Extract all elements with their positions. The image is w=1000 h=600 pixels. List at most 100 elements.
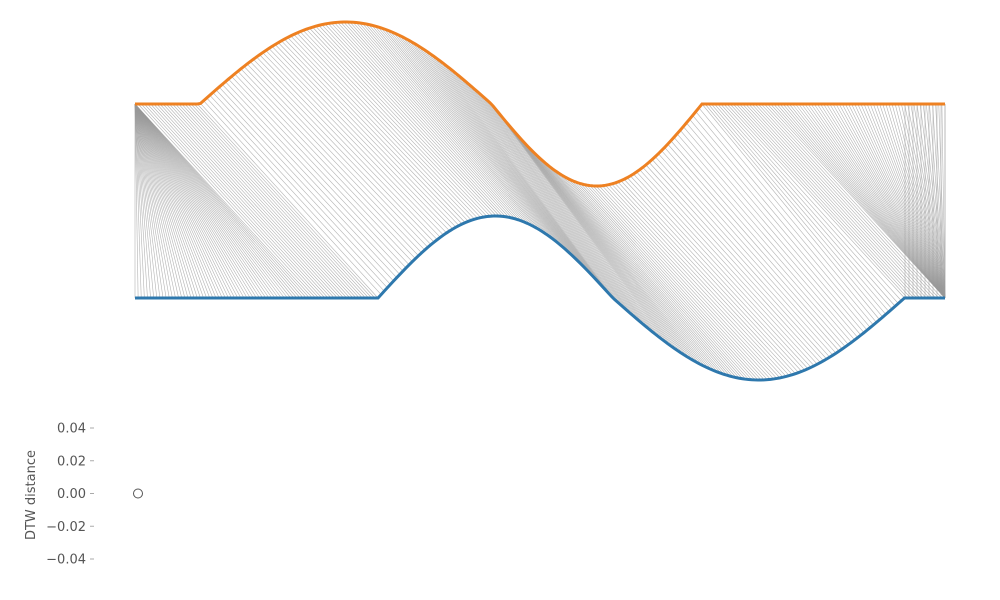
alignment-line	[489, 102, 668, 344]
alignment-line	[144, 103, 323, 299]
alignment-line	[427, 51, 606, 290]
alignment-line	[767, 103, 946, 299]
alignment-line	[206, 97, 385, 292]
alignment-line	[483, 97, 662, 340]
alignment-line	[265, 50, 444, 236]
alignment-line	[546, 163, 725, 375]
alignment-line	[134, 103, 223, 299]
alignment-line	[134, 103, 183, 299]
alignment-line	[165, 103, 344, 299]
alignment-line	[134, 103, 285, 299]
alignment-line	[542, 160, 721, 374]
alignment-line	[611, 183, 790, 376]
alignment-line	[240, 68, 419, 256]
alignment-line	[536, 155, 715, 372]
alignment-line	[243, 66, 422, 254]
alignment-line	[785, 103, 946, 299]
alignment-line	[851, 103, 946, 299]
alignment-line	[352, 22, 531, 226]
alignment-line	[203, 100, 382, 295]
alignment-line	[810, 103, 946, 299]
alignment-line	[505, 121, 684, 355]
alignment-line	[605, 185, 784, 378]
alignment-line	[281, 40, 460, 226]
alignment-line	[362, 23, 541, 231]
alignment-line	[287, 37, 466, 223]
alignment-line	[798, 103, 946, 299]
alignment-line	[246, 63, 425, 251]
alignment-line	[461, 78, 640, 322]
alignment-line	[169, 103, 348, 299]
alignment-line	[845, 103, 946, 299]
alignment-line	[253, 59, 432, 245]
alignment-line	[885, 103, 946, 299]
alignment-line	[617, 181, 796, 374]
alignment-line	[299, 31, 478, 219]
alignment-line	[134, 103, 239, 299]
alignment-line	[134, 103, 226, 299]
alignment-line	[530, 149, 709, 369]
alignment-line	[222, 84, 401, 275]
alignment-line	[134, 103, 164, 299]
alignment-line	[804, 103, 946, 299]
alignment-line	[134, 103, 257, 299]
alignment-line	[704, 103, 883, 318]
alignment-line	[499, 113, 678, 351]
alignment-line	[377, 26, 556, 242]
alignment-line	[608, 184, 787, 377]
alignment-line	[231, 76, 410, 266]
alignment-line	[567, 178, 746, 380]
alignment-line	[134, 103, 232, 299]
alignment-line	[433, 56, 612, 297]
alignment-line	[642, 167, 821, 363]
alignment-line	[835, 103, 946, 299]
alignment-line	[234, 73, 413, 262]
alignment-line	[524, 142, 703, 366]
alignment-line	[792, 103, 946, 299]
alignment-line	[916, 103, 946, 299]
alignment-line	[602, 185, 781, 379]
alignment-line	[623, 179, 802, 372]
alignment-line	[134, 103, 282, 299]
alignment-line	[726, 103, 905, 299]
alignment-line	[209, 95, 388, 288]
alignment-line	[869, 103, 946, 299]
alignment-line	[729, 103, 908, 299]
alignment-line	[922, 103, 946, 299]
alignment-line	[841, 103, 946, 299]
alignment-line	[648, 162, 827, 360]
alignment-line	[645, 164, 824, 362]
alignment-line	[866, 103, 946, 299]
alignment-line	[829, 103, 946, 299]
alignment-line	[134, 103, 176, 299]
alignment-line	[134, 103, 307, 299]
alignment-line	[667, 143, 846, 348]
alignment-line	[193, 103, 372, 299]
alignment-line	[415, 43, 594, 277]
alignment-line	[449, 68, 628, 311]
alignment-line	[134, 103, 279, 299]
alignment-line	[296, 32, 475, 220]
alignment-line	[418, 45, 597, 280]
y-axis-label: DTW distance	[24, 450, 39, 540]
alignment-line	[256, 56, 435, 243]
alignment-line	[134, 103, 142, 299]
alignment-line	[689, 118, 868, 331]
alignment-line	[701, 103, 880, 320]
alignment-line	[686, 122, 865, 333]
alignment-line	[134, 103, 292, 299]
alignment-line	[714, 103, 893, 310]
alignment-line	[838, 103, 946, 299]
alignment-line	[860, 103, 946, 299]
alignment-line	[293, 34, 472, 221]
alignment-line	[424, 49, 603, 287]
alignment-line	[290, 35, 469, 222]
alignment-line	[673, 137, 852, 343]
alignment-line	[134, 103, 145, 299]
alignment-line	[658, 153, 837, 354]
alignment-line	[493, 106, 672, 347]
alignment-line	[200, 103, 379, 299]
dtw-distance-axis: 0.04 0.02 0.00 −0.02 −0.04	[46, 422, 94, 568]
alignment-line	[695, 111, 874, 326]
